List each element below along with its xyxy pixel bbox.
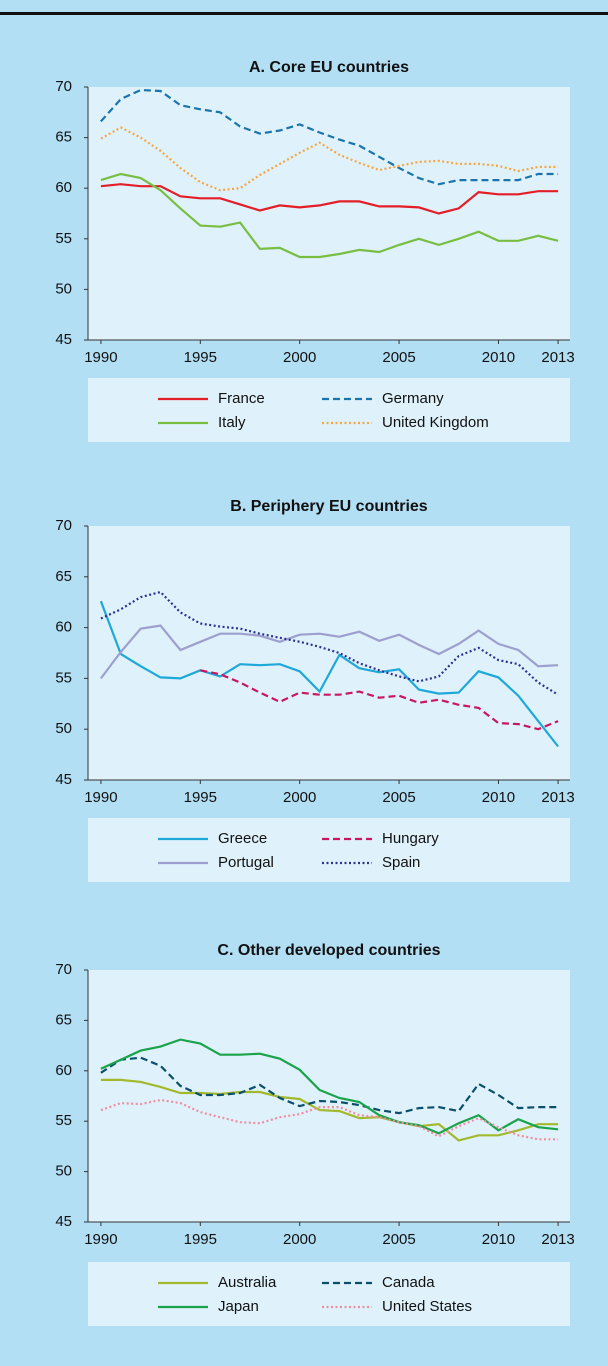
legend-label: Italy [218, 414, 246, 431]
y-tick-label: 70 [55, 78, 72, 95]
x-tick-label: 2013 [541, 1231, 574, 1248]
x-tick-label: 1995 [184, 789, 217, 806]
y-tick-label: 45 [55, 771, 72, 788]
x-tick-label: 1995 [184, 1231, 217, 1248]
x-tick-label: 2013 [541, 349, 574, 366]
legend-label: Australia [218, 1274, 277, 1291]
plot-area [88, 526, 570, 780]
legend-label: Portugal [218, 854, 274, 871]
chart-title: B. Periphery EU countries [230, 498, 427, 515]
legend-label: Hungary [382, 830, 439, 847]
x-tick-label: 2010 [482, 789, 515, 806]
x-tick-label: 2005 [382, 1231, 415, 1248]
series-line [200, 669, 559, 731]
series-line [100, 1038, 559, 1135]
y-tick-label: 70 [55, 961, 72, 978]
legend-label: United Kingdom [382, 414, 489, 431]
x-tick-label: 2010 [482, 349, 515, 366]
series-line [100, 88, 559, 186]
legend-label: Canada [382, 1274, 435, 1291]
legend-label: Spain [382, 854, 420, 871]
series-line [100, 1056, 559, 1115]
legend-label: Japan [218, 1298, 259, 1315]
series-line [100, 1078, 559, 1142]
x-tick-label: 1990 [84, 349, 117, 366]
y-tick-label: 65 [55, 568, 72, 585]
y-tick-label: 55 [55, 669, 72, 686]
series-line [100, 1098, 559, 1141]
series-line [100, 172, 559, 259]
y-tick-label: 70 [55, 517, 72, 534]
y-tick-label: 55 [55, 230, 72, 247]
y-tick-label: 50 [55, 280, 72, 297]
chart-title: A. Core EU countries [249, 59, 409, 76]
x-tick-label: 1995 [184, 349, 217, 366]
series-line [100, 126, 559, 192]
x-tick-label: 1990 [84, 789, 117, 806]
y-tick-label: 65 [55, 1011, 72, 1028]
x-tick-label: 2010 [482, 1231, 515, 1248]
legend-label: United States [382, 1298, 472, 1315]
series-line [100, 590, 559, 696]
legend-box [88, 1262, 570, 1326]
x-tick-label: 2005 [382, 789, 415, 806]
x-tick-label: 2000 [283, 349, 316, 366]
legend-box [88, 818, 570, 882]
y-tick-label: 60 [55, 619, 72, 636]
y-tick-label: 45 [55, 331, 72, 348]
y-tick-label: 50 [55, 1163, 72, 1180]
y-tick-label: 45 [55, 1213, 72, 1230]
x-tick-label: 2000 [283, 1231, 316, 1248]
series-line [100, 183, 559, 215]
y-tick-label: 55 [55, 1112, 72, 1129]
plot-area [88, 970, 570, 1222]
x-tick-label: 1990 [84, 1231, 117, 1248]
y-tick-label: 65 [55, 129, 72, 146]
y-tick-label: 60 [55, 179, 72, 196]
legend-box [88, 378, 570, 442]
plot-area [88, 87, 570, 340]
legend-label: Greece [218, 830, 267, 847]
x-tick-label: 2000 [283, 789, 316, 806]
x-tick-label: 2013 [541, 789, 574, 806]
x-tick-label: 2005 [382, 349, 415, 366]
legend-label: France [218, 390, 265, 407]
y-tick-label: 50 [55, 720, 72, 737]
chart-title: C. Other developed countries [217, 942, 440, 959]
series-line [100, 624, 559, 680]
top-rule [0, 12, 608, 15]
legend-label: Germany [382, 390, 444, 407]
series-line [99, 600, 559, 748]
y-tick-label: 60 [55, 1062, 72, 1079]
